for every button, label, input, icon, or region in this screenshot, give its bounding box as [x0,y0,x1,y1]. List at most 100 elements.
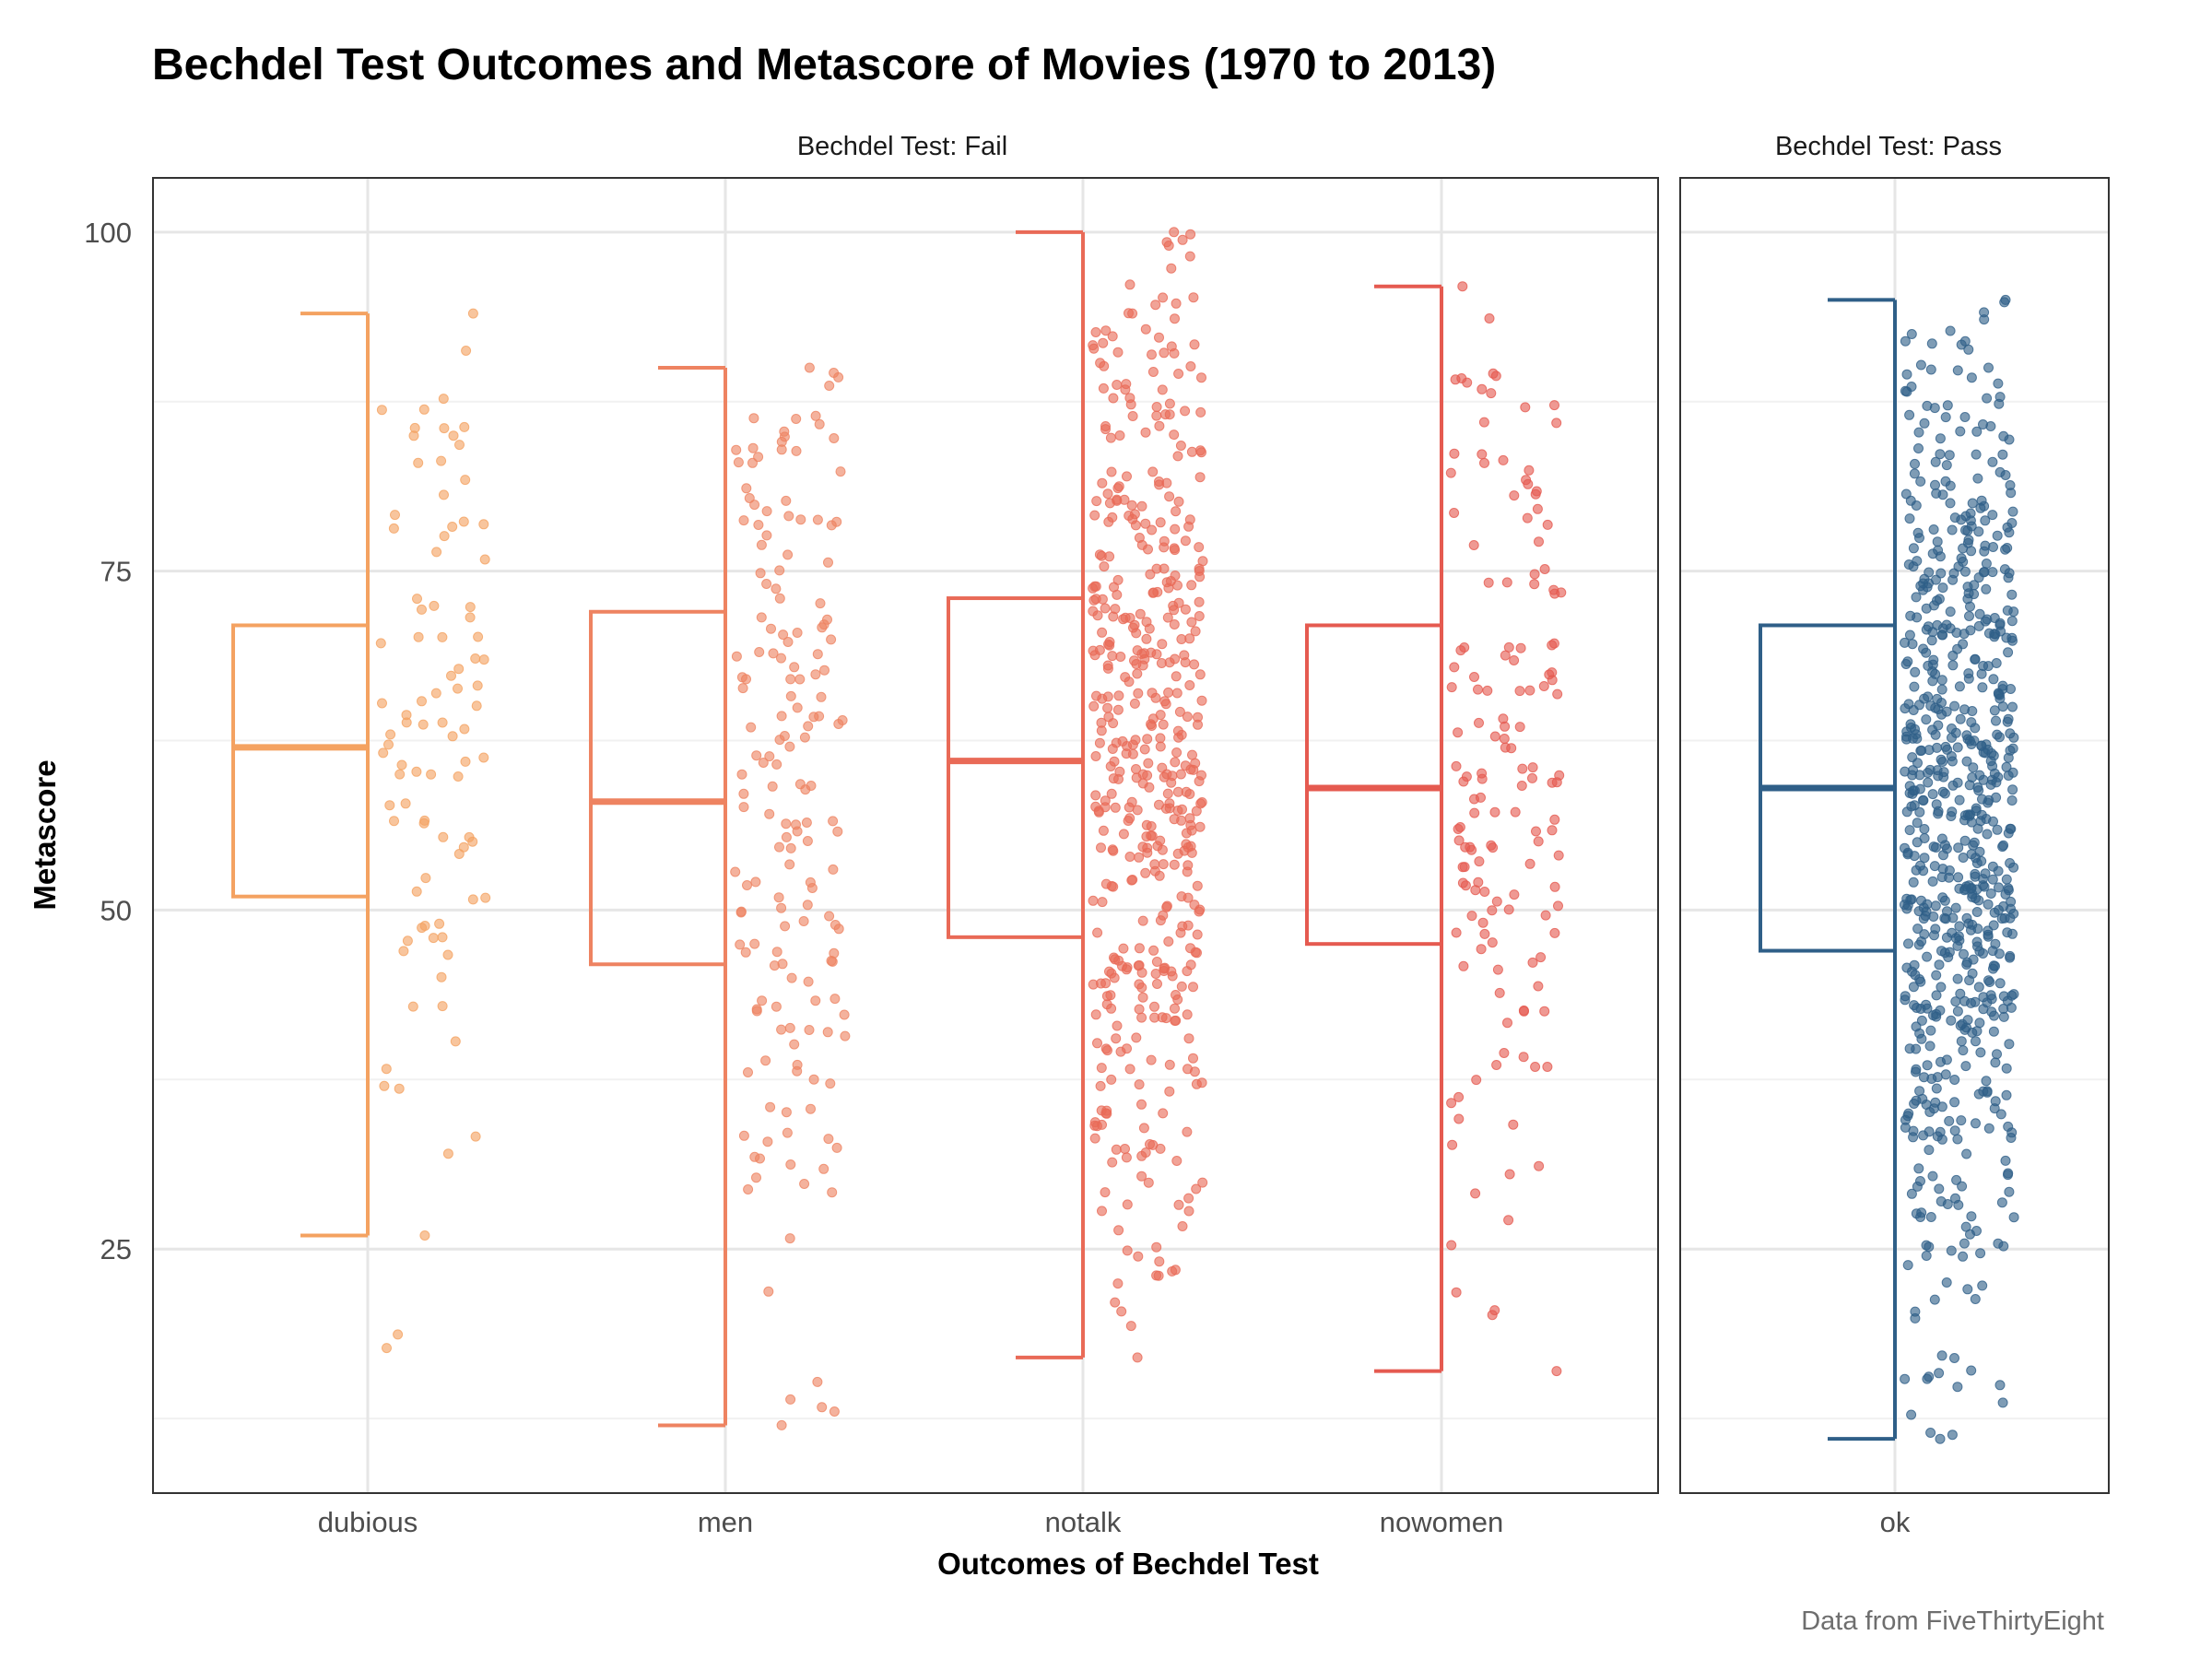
data-point [1154,420,1165,431]
x-tick-label: dubious [318,1506,418,1538]
data-point [1904,409,1915,420]
data-point [1947,650,1959,661]
data-point [777,959,788,970]
data-point [771,759,782,770]
data-point [1959,412,1971,422]
data-point [381,1064,392,1075]
data-point [419,1230,430,1241]
data-point [1925,1025,1936,1036]
data-point [1921,603,1932,614]
data-point [751,1004,762,1015]
data-point [1103,639,1113,650]
y-tick-label: 25 [100,1233,132,1265]
data-point [1998,1241,2009,1252]
data-point [1171,298,1182,309]
data-point [437,1001,448,1012]
data-point [1171,671,1182,682]
data-point [1453,835,1465,846]
data-point [737,683,748,694]
data-point [1970,996,1981,1007]
data-point [1912,733,1923,744]
data-point [776,711,787,722]
data-point [1141,633,1152,644]
data-point [1994,1380,2006,1391]
data-point [1451,1287,1462,1298]
data-point [1952,742,1963,753]
data-point [1909,468,1920,479]
data-point [1173,496,1184,507]
data-point [1136,1099,1147,1110]
data-point [1952,1382,1963,1393]
data-point [1145,569,1156,580]
data-point [1196,770,1206,781]
data-point [1108,881,1119,892]
data-point [1106,788,1117,799]
data-point [1088,343,1100,354]
data-point [1449,662,1460,673]
data-point [1458,776,1469,787]
data-point [1102,691,1113,702]
data-point [1191,1183,1202,1194]
data-point [1950,902,1961,913]
data-point [1112,1278,1124,1289]
data-point [1907,752,1918,763]
data-point [1100,1043,1112,1054]
data-point [2006,1133,2017,1143]
data-point [792,628,803,638]
data-point [470,653,481,664]
data-point [394,1083,405,1094]
x-tick-label: men [698,1506,753,1538]
data-point [1914,1028,1925,1039]
data-point [1915,746,1926,757]
data-point [1524,465,1535,476]
data-point [1477,449,1488,460]
data-point [1999,564,2010,575]
data-point [1184,514,1195,525]
data-point [1447,1139,1458,1150]
data-point [413,631,424,642]
data-point [1132,805,1143,816]
data-point [1921,714,1932,725]
data-point [1939,895,1950,906]
data-point [1549,881,1560,892]
data-point [439,531,450,542]
data-point [1195,406,1206,418]
data-point [1112,483,1124,494]
data-point [823,557,833,568]
data-point [1927,789,1938,800]
data-point [1186,580,1197,591]
data-point [833,719,844,729]
data-point [2002,716,2013,727]
data-point [2007,506,2018,517]
data-point [801,818,812,828]
data-point [1975,1248,1986,1259]
data-point [479,554,490,565]
data-point [1949,1125,1960,1136]
data-point [804,362,815,373]
data-point [1976,668,1987,679]
data-point [1458,960,1469,971]
data-point [764,808,775,819]
data-point [1479,887,1490,897]
data-point [1503,904,1514,915]
data-point [750,877,761,888]
data-point [1980,616,1991,627]
data-point [1549,400,1559,411]
data-point [1112,380,1123,390]
data-point [1979,307,1990,318]
data-point [1949,1097,1960,1108]
data-point [1953,931,1964,942]
data-point [1961,912,1972,924]
data-point [803,976,814,987]
data-point [1182,1064,1193,1075]
data-point [2000,544,2011,555]
data-point [1107,651,1118,662]
data-point [472,680,483,691]
data-point [1910,1312,1921,1324]
data-point [1161,477,1172,488]
data-point [436,455,447,466]
data-point [379,1080,390,1091]
data-point [1995,1109,2006,1120]
data-point [1088,895,1099,906]
data-point [1937,582,1948,594]
